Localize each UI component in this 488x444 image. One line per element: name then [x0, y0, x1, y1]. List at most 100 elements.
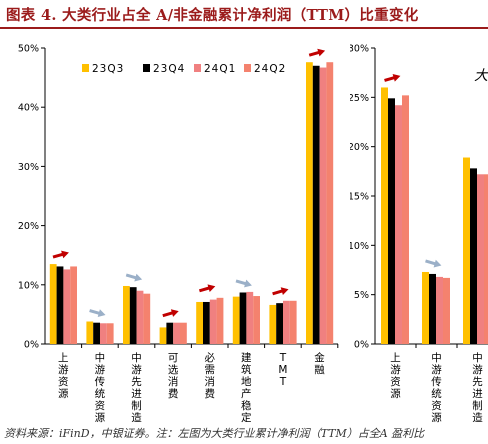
- bar-23Q4: [93, 322, 100, 344]
- down-arrow-head-icon: [134, 273, 143, 282]
- legend-label: 24Q1: [204, 63, 236, 75]
- up-arrow-icon: [272, 289, 285, 296]
- bar-24Q2: [402, 95, 409, 344]
- figure-title: 图表 4. 大类行业占全 A/非金融累计净利润（TTM）比重变化: [6, 6, 419, 24]
- down-arrow-head-icon: [244, 279, 252, 288]
- up-arrow-icon: [198, 286, 211, 293]
- y-tick-label: 50%: [18, 44, 39, 55]
- chart-annotation: 大: [474, 68, 488, 84]
- up-arrow-icon: [308, 50, 321, 57]
- legend-label: 23Q4: [153, 63, 185, 75]
- y-tick-label: 0%: [354, 340, 369, 351]
- up-arrow-head-icon: [207, 284, 216, 293]
- bar-24Q1: [319, 67, 327, 344]
- y-tick-label: 25%: [350, 93, 369, 104]
- bar-24Q1: [246, 291, 254, 344]
- left-chart: 0% 10% 20% 30% 40% 50% 上游资源 中游传统资源 中游先进制造 可选消费 必需消…: [18, 44, 339, 424]
- bar-23Q3: [159, 327, 167, 344]
- legend-swatch-24Q2: [244, 64, 251, 72]
- up-arrow-icon: [162, 311, 175, 318]
- down-arrow-icon: [125, 273, 138, 280]
- category-label: 可选消费: [168, 352, 179, 400]
- title-divider: [0, 27, 488, 29]
- source-note: 资料来源：iFinD，中银证券。注：左图为大类行业累计净利润（TTM）占全A 盈…: [4, 427, 425, 440]
- bar-23Q3: [463, 157, 470, 344]
- bar-23Q4: [276, 303, 283, 344]
- up-arrow-head-icon: [280, 287, 289, 296]
- down-arrow-head-icon: [97, 309, 106, 317]
- bar-23Q3: [306, 62, 313, 344]
- legend-swatch-24Q1: [194, 64, 201, 72]
- category-label: 金融: [314, 351, 325, 376]
- category-label: 中游先进制造: [131, 351, 142, 424]
- y-tick-label: 40%: [18, 103, 39, 114]
- bar-23Q3: [49, 264, 57, 344]
- y-tick-label: 10%: [350, 241, 369, 252]
- y-tick-label: 20%: [18, 221, 39, 232]
- bar-23Q3: [123, 285, 130, 344]
- bar-24Q1: [283, 300, 290, 344]
- bar-23Q4: [470, 168, 477, 344]
- up-arrow-head-icon: [317, 48, 326, 57]
- bar-24Q2: [180, 322, 187, 344]
- bar-24Q1: [63, 269, 71, 344]
- up-arrow-head-icon: [61, 250, 69, 259]
- bar-24Q2: [216, 297, 224, 344]
- up-arrow-head-icon: [170, 309, 179, 317]
- down-arrow-icon: [89, 309, 102, 316]
- bar-23Q3: [381, 87, 388, 344]
- up-arrow-icon: [384, 75, 396, 82]
- legend-swatch-23Q3: [82, 64, 89, 72]
- y-tick-label: 30%: [18, 162, 39, 173]
- category-label: 上游资源: [390, 352, 401, 400]
- bar-23Q4: [166, 322, 174, 344]
- bar-23Q4: [239, 292, 247, 344]
- bar-24Q1: [477, 174, 484, 344]
- category-label: 上游资源: [58, 352, 69, 400]
- bar-23Q3: [86, 321, 94, 344]
- bar-24Q1: [136, 290, 144, 344]
- bar-23Q3: [269, 304, 277, 344]
- down-arrow-head-icon: [433, 259, 442, 268]
- bar-23Q4: [429, 273, 436, 344]
- down-arrow-icon: [235, 279, 248, 286]
- y-tick-label: 5%: [354, 290, 369, 301]
- y-tick-label: 20%: [350, 142, 369, 153]
- bar-23Q3: [196, 301, 203, 344]
- bar-24Q1: [436, 276, 443, 344]
- legend-label: 24Q2: [254, 63, 286, 75]
- bar-23Q4: [312, 65, 320, 344]
- bar-24Q1: [100, 323, 107, 344]
- up-arrow-icon: [52, 252, 65, 259]
- y-tick-label: 10%: [18, 280, 39, 291]
- category-label: 中游先进制造: [472, 351, 483, 424]
- bar-24Q2: [443, 277, 450, 344]
- bar-24Q2: [289, 300, 297, 344]
- bar-24Q2: [484, 174, 488, 344]
- y-tick-label: 30%: [350, 44, 369, 55]
- bar-23Q4: [388, 98, 395, 344]
- bar-23Q4: [129, 287, 137, 344]
- bar-24Q2: [326, 62, 334, 344]
- bar-23Q3: [422, 271, 429, 344]
- up-arrow-head-icon: [392, 73, 401, 82]
- legend-swatch-23Q4: [143, 64, 150, 72]
- category-label: 必需消费: [204, 351, 215, 400]
- category-label: 中游传统资源: [95, 351, 106, 424]
- bar-24Q2: [143, 293, 151, 344]
- y-tick-label: 0%: [24, 340, 39, 351]
- right-chart: 0% 5% 10% 15% 20% 25% 30% 上游资源 中游传统资源 中游先进制造 大: [350, 44, 488, 424]
- category-label: 中游传统资源: [431, 351, 442, 424]
- bar-24Q2: [70, 266, 77, 344]
- y-tick-label: 15%: [350, 192, 369, 203]
- bar-24Q1: [209, 299, 217, 344]
- bar-24Q1: [395, 105, 402, 344]
- bar-23Q4: [203, 301, 210, 344]
- down-arrow-icon: [425, 259, 437, 266]
- bar-24Q2: [253, 296, 260, 344]
- category-label: 建筑地产稳定: [241, 351, 252, 424]
- bar-24Q2: [106, 323, 114, 344]
- bar-24Q1: [173, 322, 180, 344]
- legend-label: 23Q3: [92, 63, 124, 75]
